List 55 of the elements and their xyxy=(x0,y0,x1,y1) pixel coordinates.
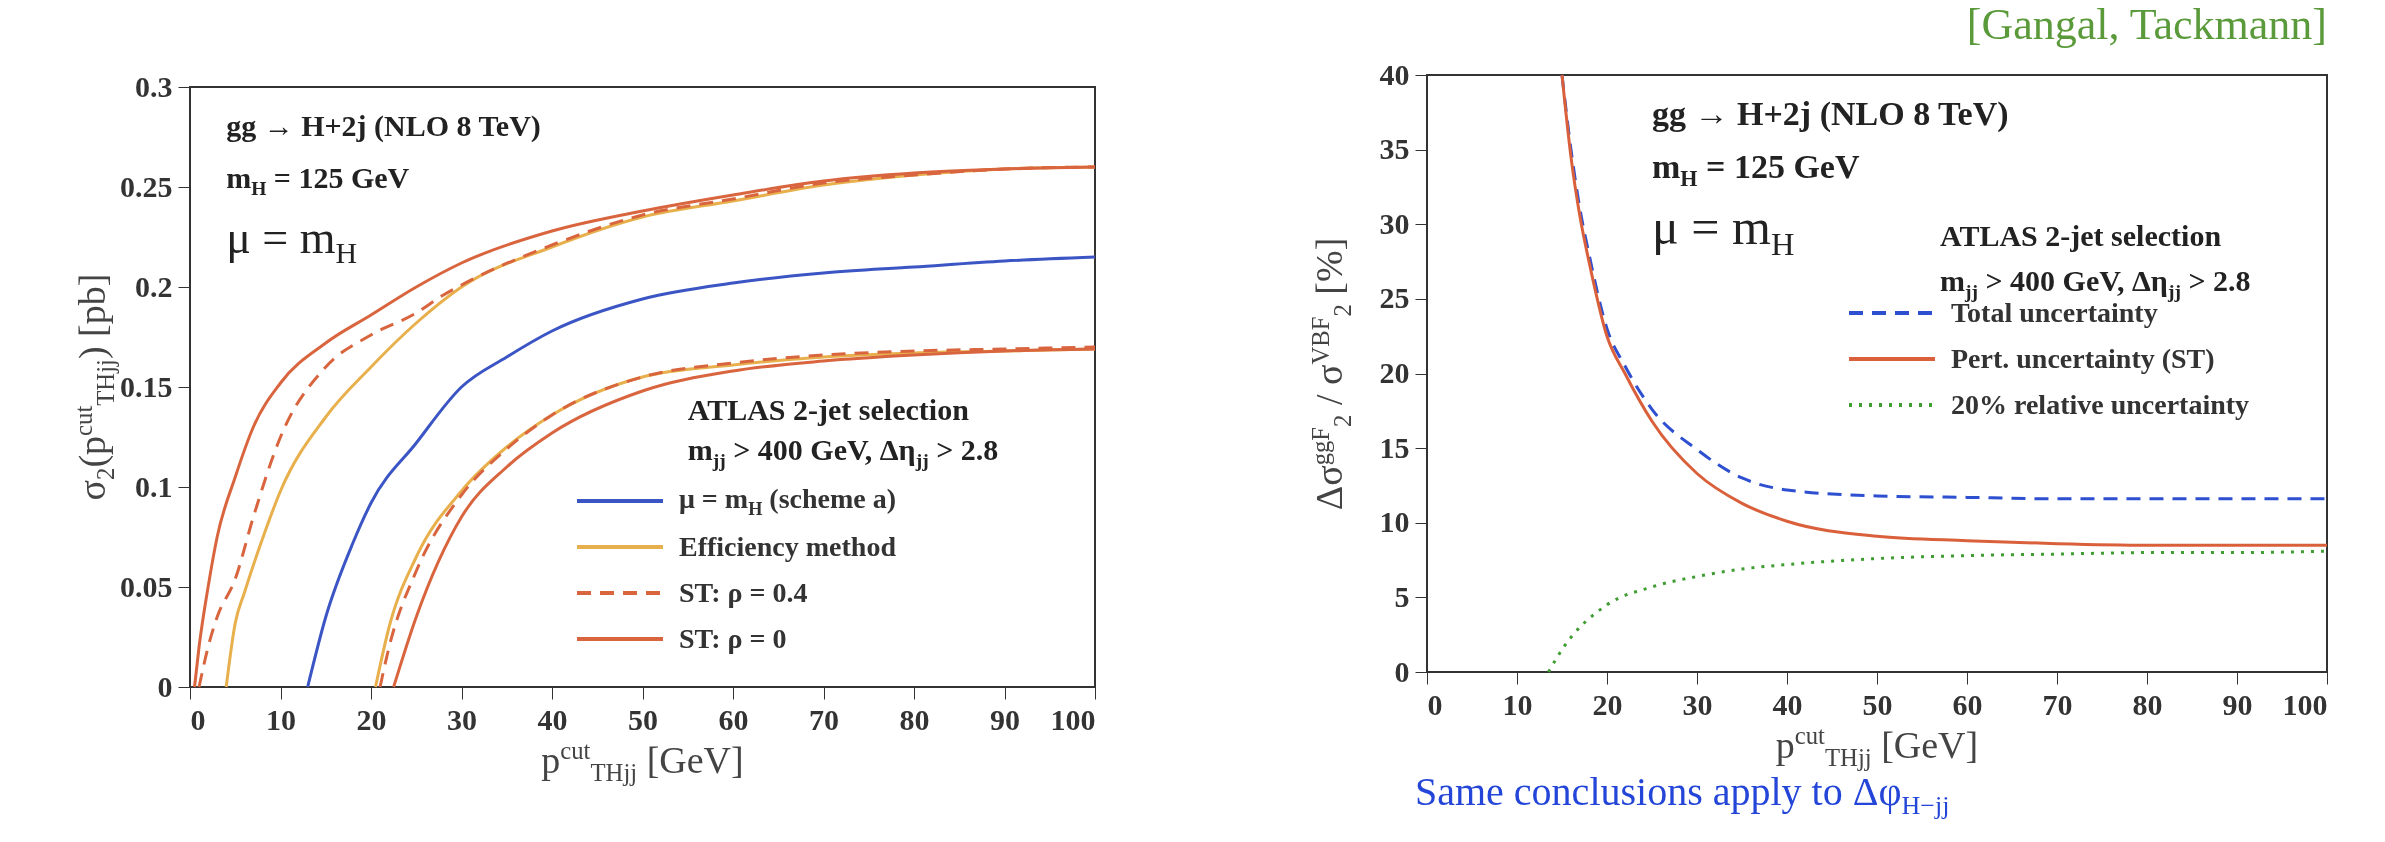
legend-label: Efficiency method xyxy=(679,531,896,563)
x-axis-title: p$^{cut}$$_{THjj}$ [GeV] xyxy=(541,737,744,787)
y-tick-label: 35 xyxy=(1379,132,1410,166)
y-tick-label: 0.2 xyxy=(135,269,173,303)
x-tick-label: 100 xyxy=(1050,702,1096,736)
x-tick-label: 50 xyxy=(1862,687,1893,721)
legend-label: ST: ρ = 0.4 xyxy=(679,577,808,609)
annotation: μ = m$_{H}$ xyxy=(1652,198,1795,262)
x-tick-label: 60 xyxy=(718,702,749,736)
y-tick-label: 0 xyxy=(1394,654,1410,688)
legend-label: Pert. uncertainty (ST) xyxy=(1951,342,2215,375)
x-tick-label: 60 xyxy=(1952,687,1983,721)
x-axis-title: p$^{cut}$$_{THjj}$ [GeV] xyxy=(1775,722,1979,772)
y-tick-label: 0.1 xyxy=(135,469,173,503)
x-tick-label: 50 xyxy=(628,702,658,736)
legend-label: ST: ρ = 0 xyxy=(679,623,787,655)
annotation: ATLAS 2-jet selection xyxy=(1940,219,2222,253)
x-tick-label: 80 xyxy=(899,702,930,736)
x-tick-label: 0 xyxy=(1427,687,1443,721)
x-tick-label: 10 xyxy=(1502,687,1533,721)
x-tick-label: 70 xyxy=(2042,687,2073,721)
x-tick-label: 30 xyxy=(1682,687,1713,721)
x-tick-label: 40 xyxy=(1772,687,1803,721)
x-tick-label: 20 xyxy=(356,702,387,736)
annotation: gg → H+2j (NLO 8 TeV) xyxy=(226,109,541,142)
text: [Gangal, Tackmann] xyxy=(1966,0,2327,49)
annotation: m$_{H}$ = 125 GeV xyxy=(226,161,410,199)
y-tick-label: 0.25 xyxy=(120,169,173,203)
y-tick-label: 20 xyxy=(1379,356,1410,389)
x-tick-label: 10 xyxy=(266,702,296,736)
x-tick-label: 70 xyxy=(809,702,839,736)
x-tick-label: 0 xyxy=(190,702,206,736)
y-tick-label: 15 xyxy=(1379,430,1410,464)
x-tick-label: 40 xyxy=(537,702,568,736)
y-tick-label: 25 xyxy=(1379,281,1410,315)
y-tick-label: 5 xyxy=(1394,579,1410,613)
legend-label: 20% relative uncertainty xyxy=(1951,388,2250,421)
y-tick-label: 30 xyxy=(1379,206,1410,240)
legend-label: μ = m$_{H}$ (scheme a) xyxy=(679,482,897,520)
y-tick-label: 0.15 xyxy=(120,369,173,403)
y-tick-label: 0.05 xyxy=(120,569,173,603)
annotation: gg → H+2j (NLO 8 TeV) xyxy=(1652,95,2009,133)
x-tick-label: 90 xyxy=(2222,687,2253,721)
annotation: m$_{jj}$ > 400 GeV, Δη$_{jj}$ > 2.8 xyxy=(687,433,999,471)
x-tick-label: 100 xyxy=(2282,687,2328,721)
annotation: m$_{H}$ = 125 GeV xyxy=(1652,147,1860,191)
annotation: μ = m$_{H}$ xyxy=(226,212,358,270)
x-tick-label: 20 xyxy=(1592,687,1623,721)
y-tick-label: 0.3 xyxy=(135,69,173,103)
x-tick-label: 90 xyxy=(990,702,1020,736)
y-tick-label: 10 xyxy=(1379,505,1410,539)
x-tick-label: 80 xyxy=(2132,687,2163,721)
x-tick-label: 30 xyxy=(447,702,477,736)
y-tick-label: 40 xyxy=(1379,57,1410,91)
annotation: ATLAS 2-jet selection xyxy=(687,393,969,426)
